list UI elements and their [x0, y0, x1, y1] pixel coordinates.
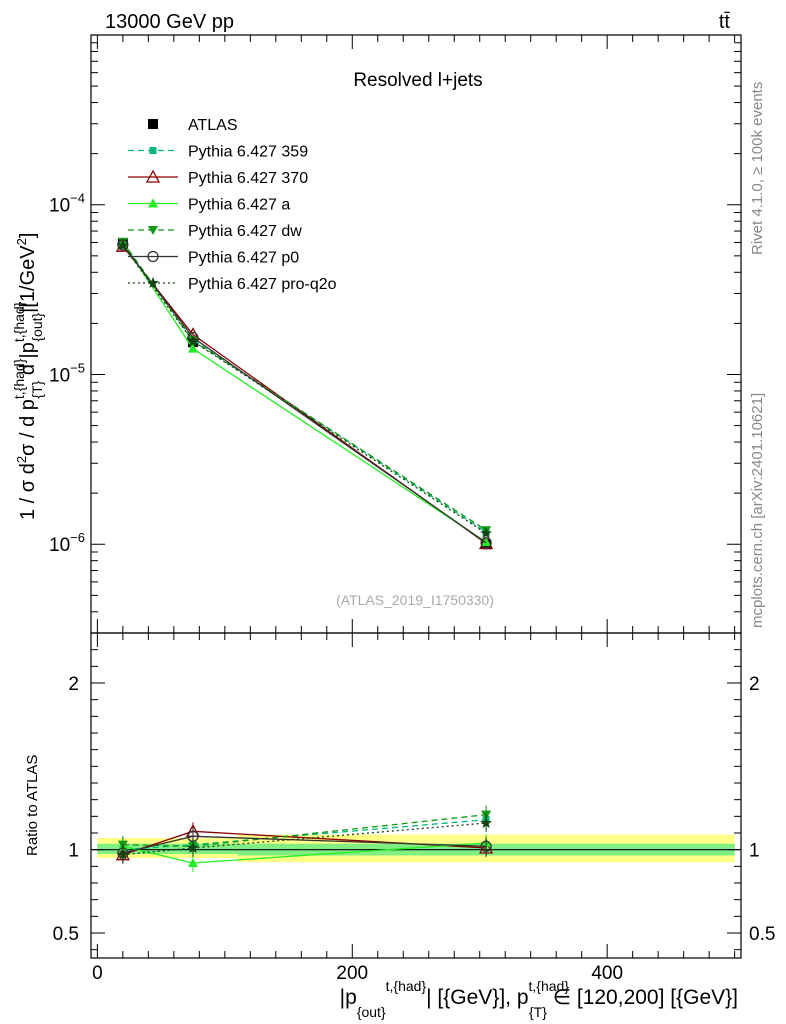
- main-y-tick-label: 10−4: [49, 191, 85, 217]
- legend-marker: [148, 119, 158, 129]
- data-point: [480, 527, 492, 539]
- ratio-y-tick-label: 2: [68, 674, 79, 695]
- legend-marker: [148, 226, 158, 235]
- ratio-y-tick-label-right: 1: [749, 841, 760, 862]
- legend-marker: [149, 147, 157, 154]
- ratio-y-tick-label-right: 0.5: [749, 924, 775, 945]
- legend-label: Pythia 6.427 dw: [188, 223, 302, 240]
- site-label: mcplots.cern.ch [arXiv:2401.10621]: [749, 393, 766, 628]
- x-tick-label: 200: [336, 963, 368, 984]
- data-point: [480, 537, 492, 549]
- ratio-point: [187, 841, 199, 853]
- data-point: [187, 335, 199, 347]
- ratio-point: [117, 848, 129, 860]
- beam-label: 13000 GeV pp: [105, 11, 234, 33]
- series-line: [122, 243, 487, 533]
- ratio-y-tick-label: 0.5: [53, 924, 79, 945]
- legend-label: Pythia 6.427 pro-q2o: [188, 276, 337, 293]
- legend-label: Pythia 6.427 a: [188, 197, 290, 214]
- legend-marker: [147, 250, 159, 263]
- ratio-y-axis-title: Ratio to ATLAS: [24, 755, 41, 856]
- main-y-axis-title: 1 / σ d2σ / d pt,{had} {T} d |pt,{had} {ou…: [11, 233, 45, 520]
- x-tick-label: 0: [92, 963, 103, 984]
- data-point: [187, 343, 198, 353]
- ratio-frame: [90, 632, 742, 959]
- ratio-band: [97, 843, 238, 854]
- main-y-tick-label: 10−6: [49, 530, 85, 556]
- x-axis-title: |p{out}t,{had}| [{GeV}], pt,{had} {T} ∈ […: [340, 978, 738, 1020]
- main-title: Resolved l+jets: [353, 70, 482, 91]
- ratio-point: [480, 840, 492, 852]
- ratio-y-tick-label-right: 2: [749, 674, 760, 695]
- rivet-label: Rivet 4.1.0, ≥ 100k events: [749, 82, 766, 255]
- ratio-point: [187, 858, 198, 867]
- ratio-y-tick-label: 1: [68, 841, 79, 862]
- legend-label: Pythia 6.427 p0: [188, 250, 299, 267]
- ratio-point: [480, 816, 492, 828]
- legend-label: Pythia 6.427 359: [188, 144, 308, 161]
- legend-label: Pythia 6.427 370: [188, 170, 308, 187]
- analysis-id: (ATLAS_2019_I1750330): [336, 592, 494, 608]
- process-label: tt̄: [719, 11, 731, 33]
- legend-marker: [147, 276, 159, 288]
- legend-marker: [145, 169, 161, 183]
- x-tick-label: 400: [591, 963, 623, 984]
- main-panel: 10−6 10−5 10−4 Resolved l+jets (ATLAS_2019…: [11, 34, 742, 634]
- main-y-tick-label: 10−5: [49, 360, 85, 386]
- ratio-panel: 0.5 0.5 1 1 2 2 0 200 400 Ratio to ATLAS: [24, 632, 775, 984]
- legend-marker: [148, 198, 158, 208]
- data-point: [117, 239, 129, 251]
- legend-label: ATLAS: [188, 117, 238, 134]
- legend: ATLAS Pythia 6.427 359 Pythia 6.427 370 Pyt…: [128, 117, 337, 293]
- data-point: [481, 537, 492, 547]
